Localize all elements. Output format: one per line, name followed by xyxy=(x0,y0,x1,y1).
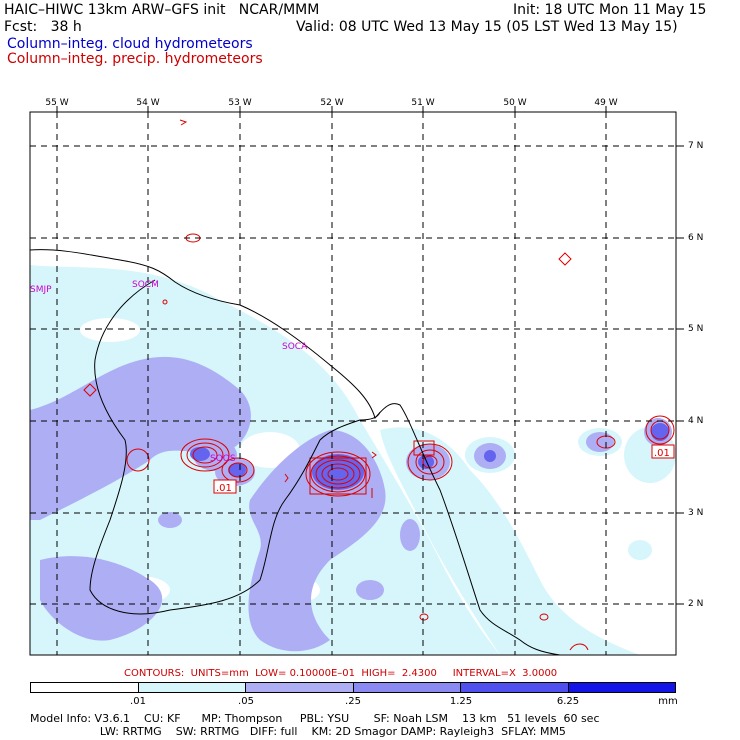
lat-label: 4 N xyxy=(688,416,704,426)
lat-lon-grid xyxy=(30,112,676,655)
lon-label: 55 W xyxy=(45,98,69,108)
colorbar-unit: mm xyxy=(658,696,678,707)
colorbar-label: 1.25 xyxy=(449,696,473,707)
lat-label: 5 N xyxy=(688,324,704,334)
coastline xyxy=(30,249,561,655)
contour-label: .01 xyxy=(216,483,232,494)
colorbar xyxy=(30,682,676,693)
lat-label: 7 N xyxy=(688,141,704,151)
init-time: Init: 18 UTC Mon 11 May 15 xyxy=(513,2,707,18)
lon-label: 53 W xyxy=(228,98,252,108)
forecast-hour: Fcst: 38 h xyxy=(4,19,82,35)
valid-time: Valid: 08 UTC Wed 13 May 15 (05 LST Wed … xyxy=(296,19,678,35)
lon-label: 54 W xyxy=(136,98,160,108)
model-title: HAIC–HIWC 13km ARW–GFS init NCAR/MMM xyxy=(4,2,320,18)
lat-label: 2 N xyxy=(688,599,704,609)
colorbar-label: .01 xyxy=(130,696,146,707)
colorbar-label: .25 xyxy=(345,696,361,707)
station-label: SOCM xyxy=(132,280,159,290)
station-label: SOOS xyxy=(210,454,236,464)
lat-label: 3 N xyxy=(688,508,704,518)
lon-label: 51 W xyxy=(411,98,435,108)
station-label: SMJP xyxy=(30,285,52,295)
station-label: SOCA xyxy=(282,342,308,352)
lat-label: 6 N xyxy=(688,233,704,243)
colorbar-label: 6.25 xyxy=(556,696,580,707)
model-info-line1: Model Info: V3.6.1 CU: KF MP: Thompson P… xyxy=(30,712,600,725)
lon-label: 49 W xyxy=(594,98,618,108)
cloud-field-title: Column–integ. cloud hydrometeors xyxy=(7,36,253,52)
precip-field-title: Column–integ. precip. hydrometeors xyxy=(7,51,263,67)
map-frame xyxy=(29,111,677,656)
contour-label: .01 xyxy=(654,448,670,459)
lon-label: 52 W xyxy=(320,98,344,108)
lon-label: 50 W xyxy=(503,98,527,108)
model-info-line2: LW: RRTMG SW: RRTMG DIFF: full KM: 2D Sm… xyxy=(30,725,566,738)
colorbar-label: .05 xyxy=(238,696,254,707)
contour-info: CONTOURS: UNITS=mm LOW= 0.10000E–01 HIGH… xyxy=(124,668,558,679)
